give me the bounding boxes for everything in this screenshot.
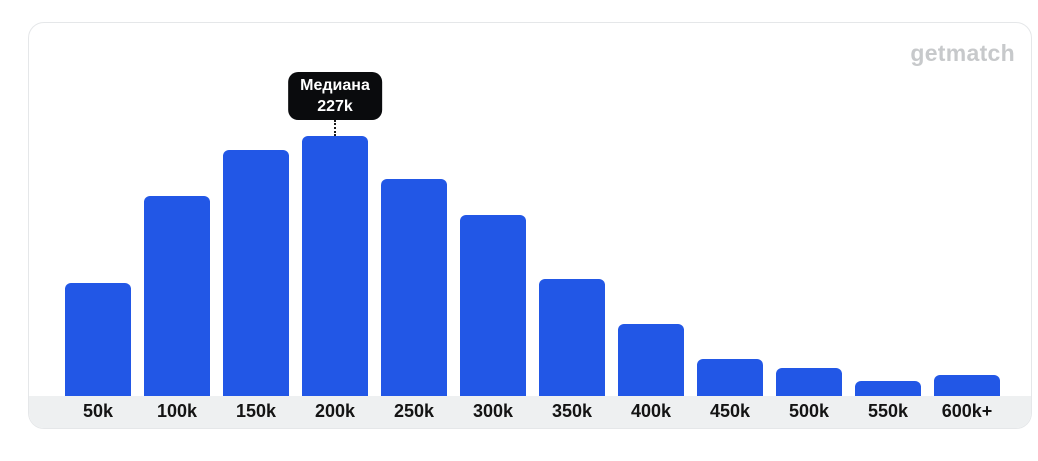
bar-200k[interactable] — [302, 136, 368, 396]
median-connector-line — [334, 120, 336, 136]
salary-histogram-card: getmatch 50k 100k 150k 200k 250k 300k 350k 400k… — [28, 22, 1032, 429]
bar-500k[interactable] — [776, 368, 842, 396]
x-label-600k+: 600k+ — [941, 401, 993, 421]
x-label-450k: 450k — [709, 401, 751, 421]
x-label-350k: 350k — [551, 401, 593, 421]
bar-600k+[interactable] — [934, 375, 1000, 396]
x-label-550k: 550k — [867, 401, 909, 421]
bar-350k[interactable] — [539, 279, 605, 396]
x-label-100k: 100k — [156, 401, 198, 421]
bar-250k[interactable] — [381, 179, 447, 396]
median-tooltip-title: Медиана — [300, 77, 370, 94]
bar-550k[interactable] — [855, 381, 921, 396]
bar-100k[interactable] — [144, 196, 210, 396]
x-label-400k: 400k — [630, 401, 672, 421]
x-label-250k: 250k — [393, 401, 435, 421]
x-label-200k: 200k — [314, 401, 356, 421]
getmatch-logo: getmatch — [910, 40, 1015, 66]
x-label-150k: 150k — [235, 401, 277, 421]
bar-50k[interactable] — [65, 283, 131, 396]
x-label-500k: 500k — [788, 401, 830, 421]
bar-450k[interactable] — [697, 359, 763, 396]
x-axis-strip — [29, 396, 1031, 428]
median-tooltip-value: 227k — [317, 98, 353, 115]
x-label-300k: 300k — [472, 401, 514, 421]
x-label-50k: 50k — [82, 401, 114, 421]
bar-300k[interactable] — [460, 215, 526, 396]
bar-400k[interactable] — [618, 324, 684, 396]
bar-150k[interactable] — [223, 150, 289, 396]
median-tooltip: Медиана 227k — [288, 72, 382, 120]
